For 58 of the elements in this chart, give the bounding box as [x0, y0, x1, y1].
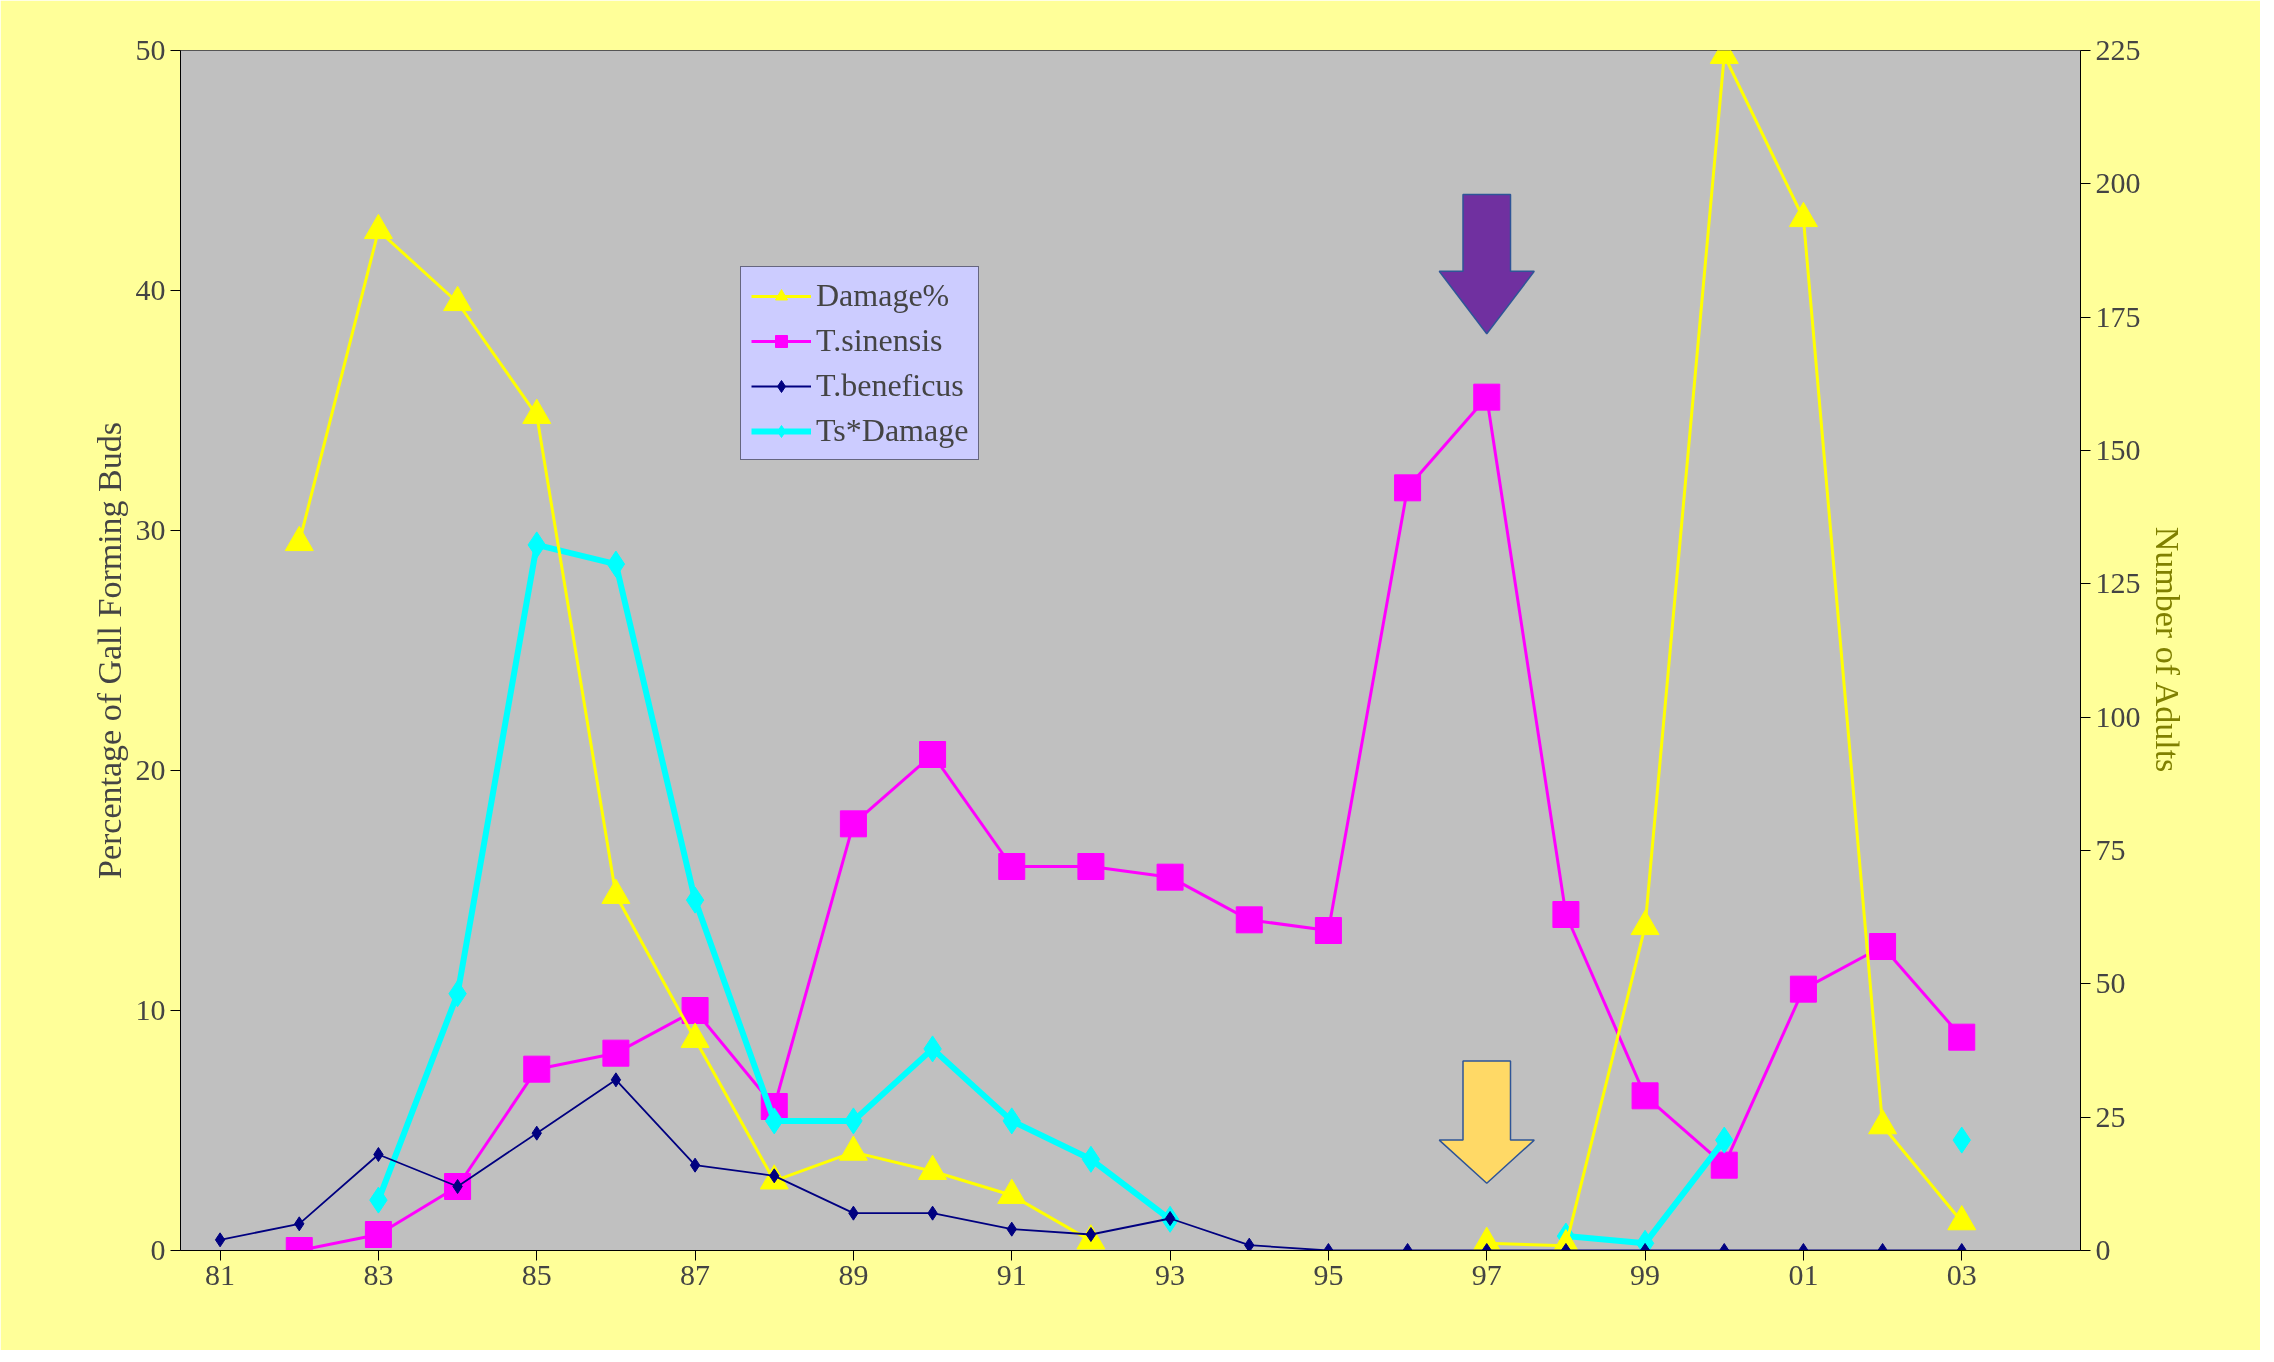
point [681, 997, 709, 1024]
point [1631, 1082, 1659, 1110]
x-tick-label: 01 [1788, 1257, 1819, 1291]
y2-tick-label: 150 [2095, 433, 2141, 466]
y-tick-label: 10 [135, 993, 166, 1026]
y2-tick-label: 0 [2095, 1233, 2111, 1266]
point [1552, 901, 1580, 928]
point [523, 1055, 551, 1083]
y2-tick-label: 100 [2095, 699, 2141, 733]
x-tick-label: 95 [1313, 1257, 1344, 1291]
y-tick-label: 20 [135, 753, 166, 786]
legend-label: Ts*Damage [816, 412, 969, 449]
x-tick-label: 83 [363, 1257, 394, 1291]
point [1789, 975, 1817, 1003]
point [1235, 906, 1263, 934]
x-tick-label: 81 [205, 1257, 236, 1291]
x-tick-label: 99 [1630, 1257, 1661, 1291]
x-tick-label: 89 [838, 1257, 869, 1291]
point [998, 853, 1026, 880]
x-tick-label: 97 [1471, 1257, 1502, 1291]
point [839, 810, 867, 838]
x-tick-label: 03 [1946, 1257, 1977, 1291]
legend-label: Damage% [816, 277, 950, 314]
y2-tick-label: 200 [2095, 166, 2141, 200]
point [602, 1039, 630, 1067]
point [1156, 863, 1184, 891]
y2-axis-title: Number of Adults [2148, 526, 2186, 773]
point [364, 1221, 392, 1248]
point [373, 1147, 384, 1162]
y-tick-label: 50 [135, 33, 166, 66]
legend-label: T.beneficus [816, 367, 964, 404]
y-tick-label: 30 [135, 513, 166, 546]
y-axis-title: Percentage of Gall Forming Buds [90, 421, 128, 880]
point [1869, 933, 1897, 960]
y2-tick-label: 75 [2095, 833, 2126, 866]
point [1394, 474, 1422, 502]
point [1473, 383, 1501, 411]
x-tick-label: 87 [680, 1257, 711, 1291]
y2-tick-label: 125 [2095, 566, 2141, 600]
point [1244, 1237, 1255, 1251]
x-tick-label: 85 [521, 1257, 552, 1291]
y2-tick-label: 50 [2095, 966, 2126, 1000]
point [1948, 1023, 1976, 1051]
legend-label: T.sinensis [816, 322, 943, 359]
point [689, 1157, 701, 1173]
point [1710, 1151, 1738, 1179]
point [610, 1072, 622, 1088]
point [1077, 853, 1105, 880]
y2-tick-label: 25 [2095, 1099, 2126, 1133]
point [214, 1232, 226, 1248]
x-tick-label: 93 [1155, 1257, 1186, 1291]
point [919, 741, 947, 768]
y-tick-label: 40 [135, 273, 166, 306]
y2-tick-label: 225 [2095, 33, 2141, 66]
y2-tick-label: 175 [2095, 299, 2141, 333]
point [1314, 917, 1342, 944]
y-tick-label: 0 [150, 1233, 166, 1266]
x-tick-label: 91 [996, 1257, 1027, 1291]
